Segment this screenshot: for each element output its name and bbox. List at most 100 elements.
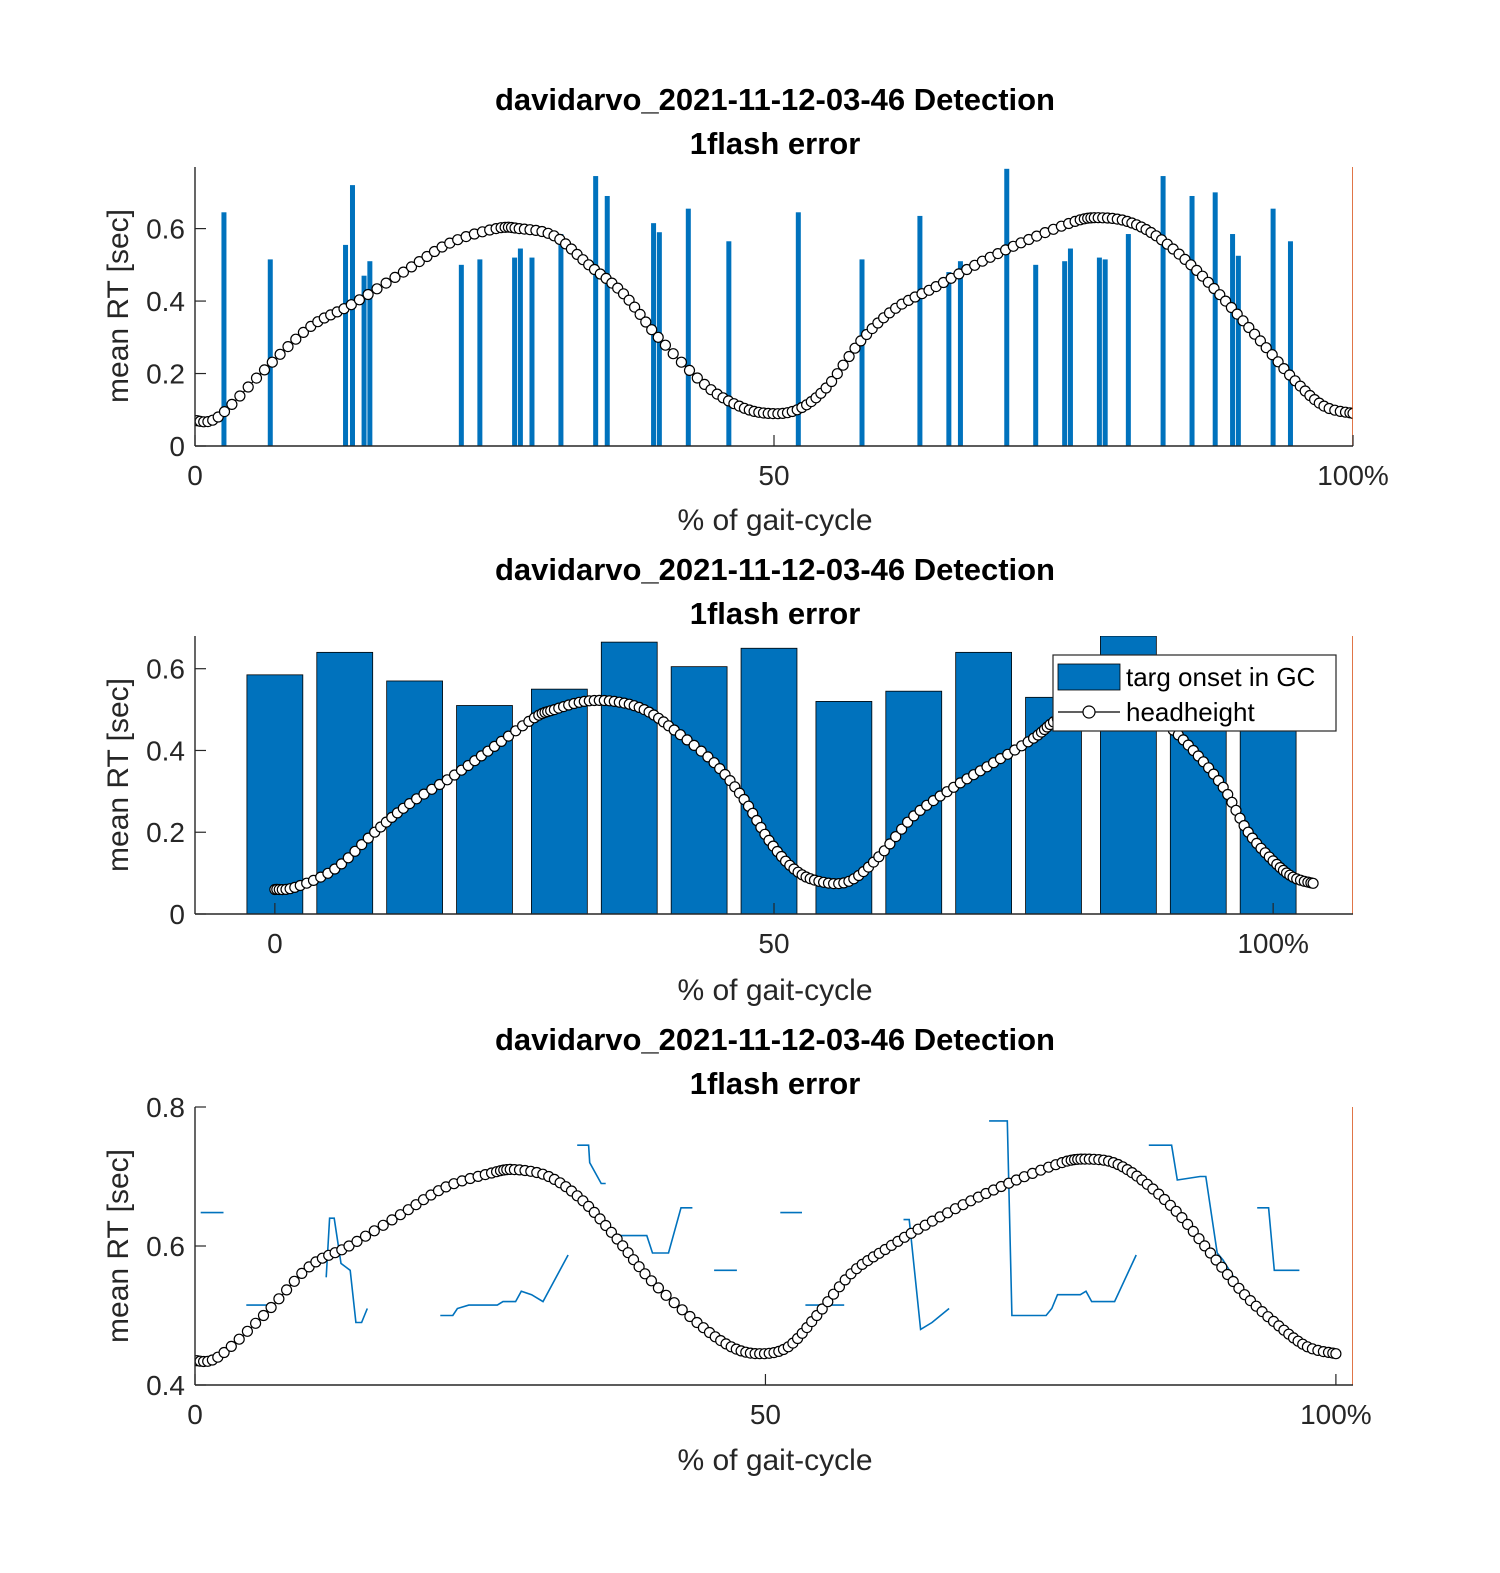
rt-trace <box>440 1254 569 1317</box>
rt-bar <box>558 234 564 446</box>
headheight-marker <box>691 372 703 384</box>
headheight-marker <box>667 348 679 360</box>
rt-bar <box>1096 257 1102 446</box>
rt-bar <box>1062 261 1068 446</box>
headheight-marker <box>402 1204 414 1216</box>
rt-bar <box>1125 234 1131 446</box>
rt-bar <box>1270 208 1276 446</box>
headheight-marker <box>628 301 641 313</box>
y-tick-label: 0.6 <box>146 654 185 685</box>
title-middle: davidarvo_2021-11-12-03-46 Detection <box>495 552 1055 587</box>
headheight-marker <box>675 356 688 368</box>
headheight-marker <box>652 1282 665 1294</box>
headheight-marker <box>356 838 368 851</box>
title-bottom: davidarvo_2021-11-12-03-46 Detection <box>495 1022 1055 1057</box>
headheight-marker <box>389 271 401 283</box>
subtitle-top: 1flash error <box>690 126 861 161</box>
headheight-marker <box>377 1219 389 1231</box>
rt-bar <box>1212 192 1218 446</box>
legend: targ onset in GC headheight <box>1052 654 1337 732</box>
ylabel-top: mean RT [sec] <box>102 209 135 403</box>
headheight-marker <box>1193 1233 1205 1245</box>
headheight-marker <box>226 398 238 410</box>
xlabel-middle: % of gait-cycle <box>677 974 872 1007</box>
rt-bar <box>1033 264 1039 446</box>
x-tick-label: 50 <box>758 928 789 959</box>
rt-trace <box>1257 1207 1300 1272</box>
y-tick-label: 0 <box>169 431 185 462</box>
headheight-marker <box>394 1209 406 1221</box>
headheight-marker <box>257 1309 270 1322</box>
rt-bar <box>946 272 952 446</box>
y-tick-label: 0 <box>169 899 185 930</box>
headheight-marker <box>1187 1225 1199 1238</box>
xlabel-bottom: % of gait-cycle <box>677 1444 872 1477</box>
headheight-marker <box>258 364 271 376</box>
plot-area <box>195 1107 1353 1385</box>
rt-bar <box>1230 234 1236 446</box>
headheight-marker <box>368 1225 380 1237</box>
headheight-marker <box>1210 1254 1222 1266</box>
headheight-marker <box>250 372 263 384</box>
x-tick-label: 0 <box>187 460 203 491</box>
rt-bar <box>529 257 535 446</box>
x-tick-label: 100% <box>1300 1399 1372 1430</box>
headheight-marker <box>397 266 409 278</box>
headheight-marker <box>816 1303 828 1315</box>
legend-label: targ onset in GC <box>1126 662 1315 692</box>
x-tick-label: 0 <box>187 1399 203 1430</box>
y-tick-label: 0.4 <box>146 735 185 766</box>
headheight-marker <box>831 368 843 380</box>
headheight-marker <box>676 1304 688 1316</box>
headheight-line <box>195 1158 1337 1363</box>
legend-bar-swatch <box>1057 663 1121 691</box>
legend-label: headheight <box>1126 697 1255 727</box>
x-tick-label: 100% <box>1237 928 1309 959</box>
headheight-marker <box>659 339 672 351</box>
headheight-marker <box>884 838 896 850</box>
headheight-marker <box>371 283 383 295</box>
headheight-marker <box>273 1293 285 1305</box>
rt-bar <box>1239 701 1297 914</box>
headheight-marker <box>849 342 861 354</box>
rt-trace <box>577 1144 606 1185</box>
rt-bar <box>221 212 227 446</box>
y-tick-label: 0.4 <box>146 1370 185 1401</box>
headheight-marker <box>683 364 696 376</box>
rt-bar <box>1287 241 1293 446</box>
headheight-marker <box>281 1284 293 1296</box>
headheight-marker <box>233 1333 245 1345</box>
headheight-marker <box>290 333 302 345</box>
rt-bar <box>458 264 464 446</box>
rt-bar <box>593 176 599 446</box>
rt-bar <box>477 259 483 446</box>
rt-trace <box>611 1207 693 1254</box>
headheight-marker <box>822 1296 834 1308</box>
headheight-marker <box>1260 342 1272 354</box>
rt-bar <box>517 248 523 446</box>
headheight-marker <box>652 331 664 343</box>
rt-bar <box>685 208 691 446</box>
headheight-marker <box>688 739 700 752</box>
headheight-marker <box>250 1317 262 1329</box>
headheight-marker <box>837 359 849 371</box>
plot-area <box>195 167 1353 446</box>
rt-bar <box>1004 168 1010 446</box>
subtitle-bottom: 1flash error <box>690 1066 861 1101</box>
headheight-marker <box>297 326 309 338</box>
rt-bar <box>531 688 588 914</box>
headheight-marker <box>660 1289 672 1301</box>
rt-bar <box>1160 176 1166 446</box>
headheight-marker <box>825 375 838 388</box>
headheight-marker <box>646 324 658 336</box>
rt-bar <box>349 185 355 446</box>
headheight-marker <box>351 1235 363 1248</box>
headheight-marker <box>843 350 855 363</box>
headheight-marker <box>1266 349 1278 361</box>
headheight-marker <box>645 1275 658 1287</box>
title-top: davidarvo_2021-11-12-03-46 Detection <box>495 82 1055 117</box>
rt-bar <box>361 275 367 446</box>
headheight-marker <box>1199 1240 1211 1252</box>
rt-trace <box>1148 1144 1248 1299</box>
rt-bar <box>670 666 728 914</box>
